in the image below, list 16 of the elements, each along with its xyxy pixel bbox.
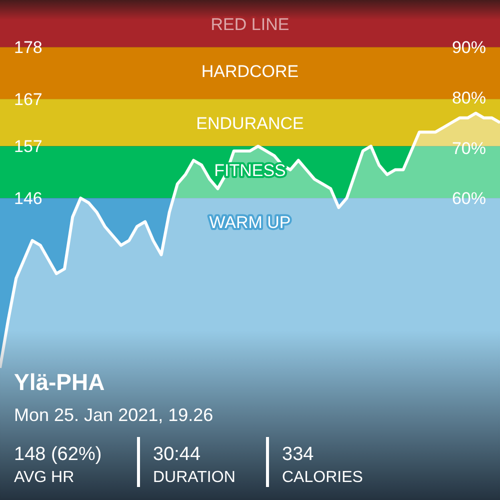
band-label: RED LINE [210,15,290,34]
annotation: CALORIES [282,469,363,486]
annotation: 334 [282,444,314,465]
text: Ylä-PHA [14,369,105,395]
y-tick-label: 167 [14,90,42,110]
annotation: DURATION [153,469,236,486]
band-label: WARM UP [209,213,291,232]
y2-tick-label: 90% [452,38,486,58]
y-tick-label: 178 [14,38,42,58]
text: Mon 25. Jan 2021, 19.26 [14,405,214,425]
y2-tick-label: 80% [452,88,486,108]
annotation: 30:44 [153,444,201,465]
band-label: HARDCORE [201,62,299,82]
band-label: ENDURANCE [196,114,304,134]
annotation: 148 (62%) [14,444,102,465]
annotation: AVG HR [14,469,74,486]
